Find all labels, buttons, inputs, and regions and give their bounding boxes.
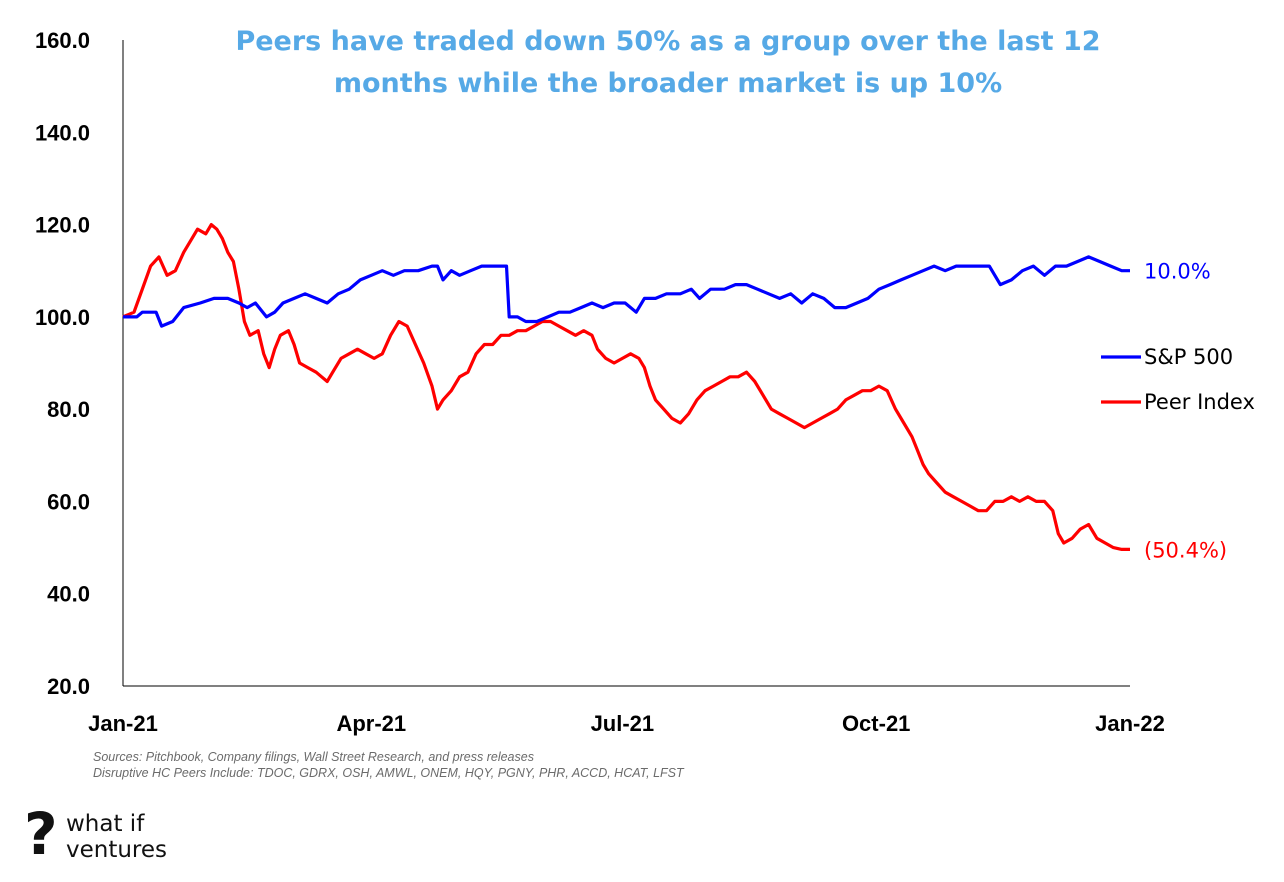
chart-title-line-2: months while the broader market is up 10… xyxy=(334,68,1002,99)
x-tick-label: Jul-21 xyxy=(591,711,655,736)
y-axis-tick-labels: 160.0 140.0 120.0 100.0 80.0 60.0 40.0 20.0 xyxy=(35,28,90,699)
y-tick-label: 160.0 xyxy=(35,28,90,53)
x-tick-label: Jan-22 xyxy=(1095,711,1165,736)
peers-line: Disruptive HC Peers Include: TDOC, GDRX,… xyxy=(93,766,684,780)
x-axis-tick-labels: Jan-21 Apr-21 Jul-21 Oct-21 Jan-22 xyxy=(88,711,1165,736)
chart-title: Peers have traded down 50% as a group ov… xyxy=(235,26,1100,99)
series-line-s-p-500 xyxy=(123,255,1130,328)
legend-label: S&P 500 xyxy=(1144,345,1233,369)
series-line-peer-index xyxy=(122,223,1130,551)
legend: S&P 500 Peer Index xyxy=(1101,345,1255,414)
sources-note: Sources: Pitchbook, Company filings, Wal… xyxy=(93,749,684,781)
logo-wordmark: what if ventures xyxy=(66,811,167,863)
chart-title-line-1: Peers have traded down 50% as a group ov… xyxy=(235,26,1100,57)
line-chart: Peers have traded down 50% as a group ov… xyxy=(35,26,1255,736)
y-tick-label: 60.0 xyxy=(47,489,90,514)
end-value-label: 10.0% xyxy=(1144,260,1211,284)
y-tick-label: 100.0 xyxy=(35,305,90,330)
y-tick-label: 20.0 xyxy=(47,674,90,699)
y-tick-label: 40.0 xyxy=(47,582,90,607)
y-tick-label: 80.0 xyxy=(47,397,90,422)
y-tick-label: 140.0 xyxy=(35,120,90,145)
x-tick-label: Oct-21 xyxy=(842,711,910,736)
series-end-labels: 10.0% (50.4%) xyxy=(1144,260,1227,563)
sources-line: Sources: Pitchbook, Company filings, Wal… xyxy=(93,750,534,764)
legend-label: Peer Index xyxy=(1144,390,1255,414)
series-lines xyxy=(122,223,1130,551)
y-tick-label: 120.0 xyxy=(35,213,90,238)
logo-line-2: ventures xyxy=(66,837,168,863)
end-value-label: (50.4%) xyxy=(1144,538,1227,562)
question-mark-logo-icon: ? xyxy=(24,800,58,868)
x-tick-label: Jan-21 xyxy=(88,711,158,736)
x-tick-label: Apr-21 xyxy=(336,711,406,736)
logo-line-1: what if xyxy=(66,811,145,837)
